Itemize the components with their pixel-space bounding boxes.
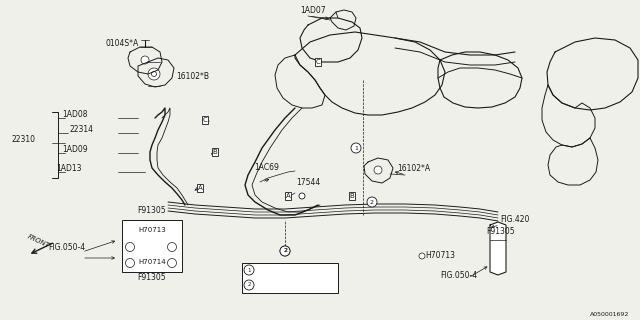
Text: C: C	[316, 59, 321, 65]
Circle shape	[125, 259, 134, 268]
Circle shape	[244, 280, 254, 290]
Text: 0104S*A: 0104S*A	[105, 39, 138, 48]
Circle shape	[125, 243, 134, 252]
Text: 22314: 22314	[70, 125, 94, 134]
Text: FIG.050-4: FIG.050-4	[48, 243, 85, 252]
Text: FIG.420: FIG.420	[500, 215, 529, 224]
Circle shape	[351, 143, 361, 153]
Circle shape	[299, 193, 305, 199]
Circle shape	[168, 259, 177, 268]
Text: A: A	[198, 185, 202, 191]
Text: 0104S*J: 0104S*J	[258, 282, 285, 288]
Text: B: B	[212, 149, 218, 155]
Text: 2: 2	[370, 199, 374, 204]
Circle shape	[367, 197, 377, 207]
Circle shape	[168, 243, 177, 252]
Text: 1AD07: 1AD07	[300, 6, 326, 15]
Text: 1AD13: 1AD13	[56, 164, 81, 173]
Text: 1: 1	[247, 268, 251, 273]
Circle shape	[280, 246, 290, 256]
Text: 16102*A: 16102*A	[397, 164, 430, 173]
Text: 1AD09: 1AD09	[62, 145, 88, 154]
Bar	[242, 263, 338, 293]
Text: 2: 2	[247, 283, 251, 287]
Text: A050001692: A050001692	[590, 312, 629, 317]
Text: 1AD08: 1AD08	[62, 110, 88, 119]
Circle shape	[244, 265, 254, 275]
Text: C: C	[203, 117, 207, 123]
Text: FIG.050-4: FIG.050-4	[440, 271, 477, 280]
Text: 16102*B: 16102*B	[176, 72, 209, 81]
Text: 17544: 17544	[296, 178, 320, 187]
Text: 2: 2	[283, 249, 287, 253]
Text: H70713: H70713	[425, 251, 455, 260]
Text: 2: 2	[283, 249, 287, 253]
Circle shape	[148, 68, 160, 80]
Circle shape	[419, 253, 425, 259]
Circle shape	[374, 166, 382, 174]
Circle shape	[280, 246, 290, 256]
Text: F91305: F91305	[486, 227, 515, 236]
Polygon shape	[130, 258, 172, 268]
Polygon shape	[490, 222, 506, 275]
Text: 0104S*G: 0104S*G	[258, 267, 289, 273]
Text: A: A	[285, 193, 291, 199]
Text: B: B	[349, 193, 355, 199]
Text: 1AC69: 1AC69	[254, 163, 279, 172]
Polygon shape	[130, 242, 172, 252]
Text: H70713: H70713	[138, 227, 166, 233]
Text: F91305: F91305	[138, 206, 166, 215]
Text: 22310: 22310	[12, 135, 36, 144]
Text: H70714: H70714	[138, 259, 166, 265]
Bar	[122, 220, 182, 272]
Circle shape	[152, 71, 157, 76]
Circle shape	[141, 56, 149, 64]
Text: FRONT: FRONT	[26, 234, 50, 249]
Text: F91305: F91305	[138, 273, 166, 282]
Text: 1: 1	[354, 146, 358, 150]
